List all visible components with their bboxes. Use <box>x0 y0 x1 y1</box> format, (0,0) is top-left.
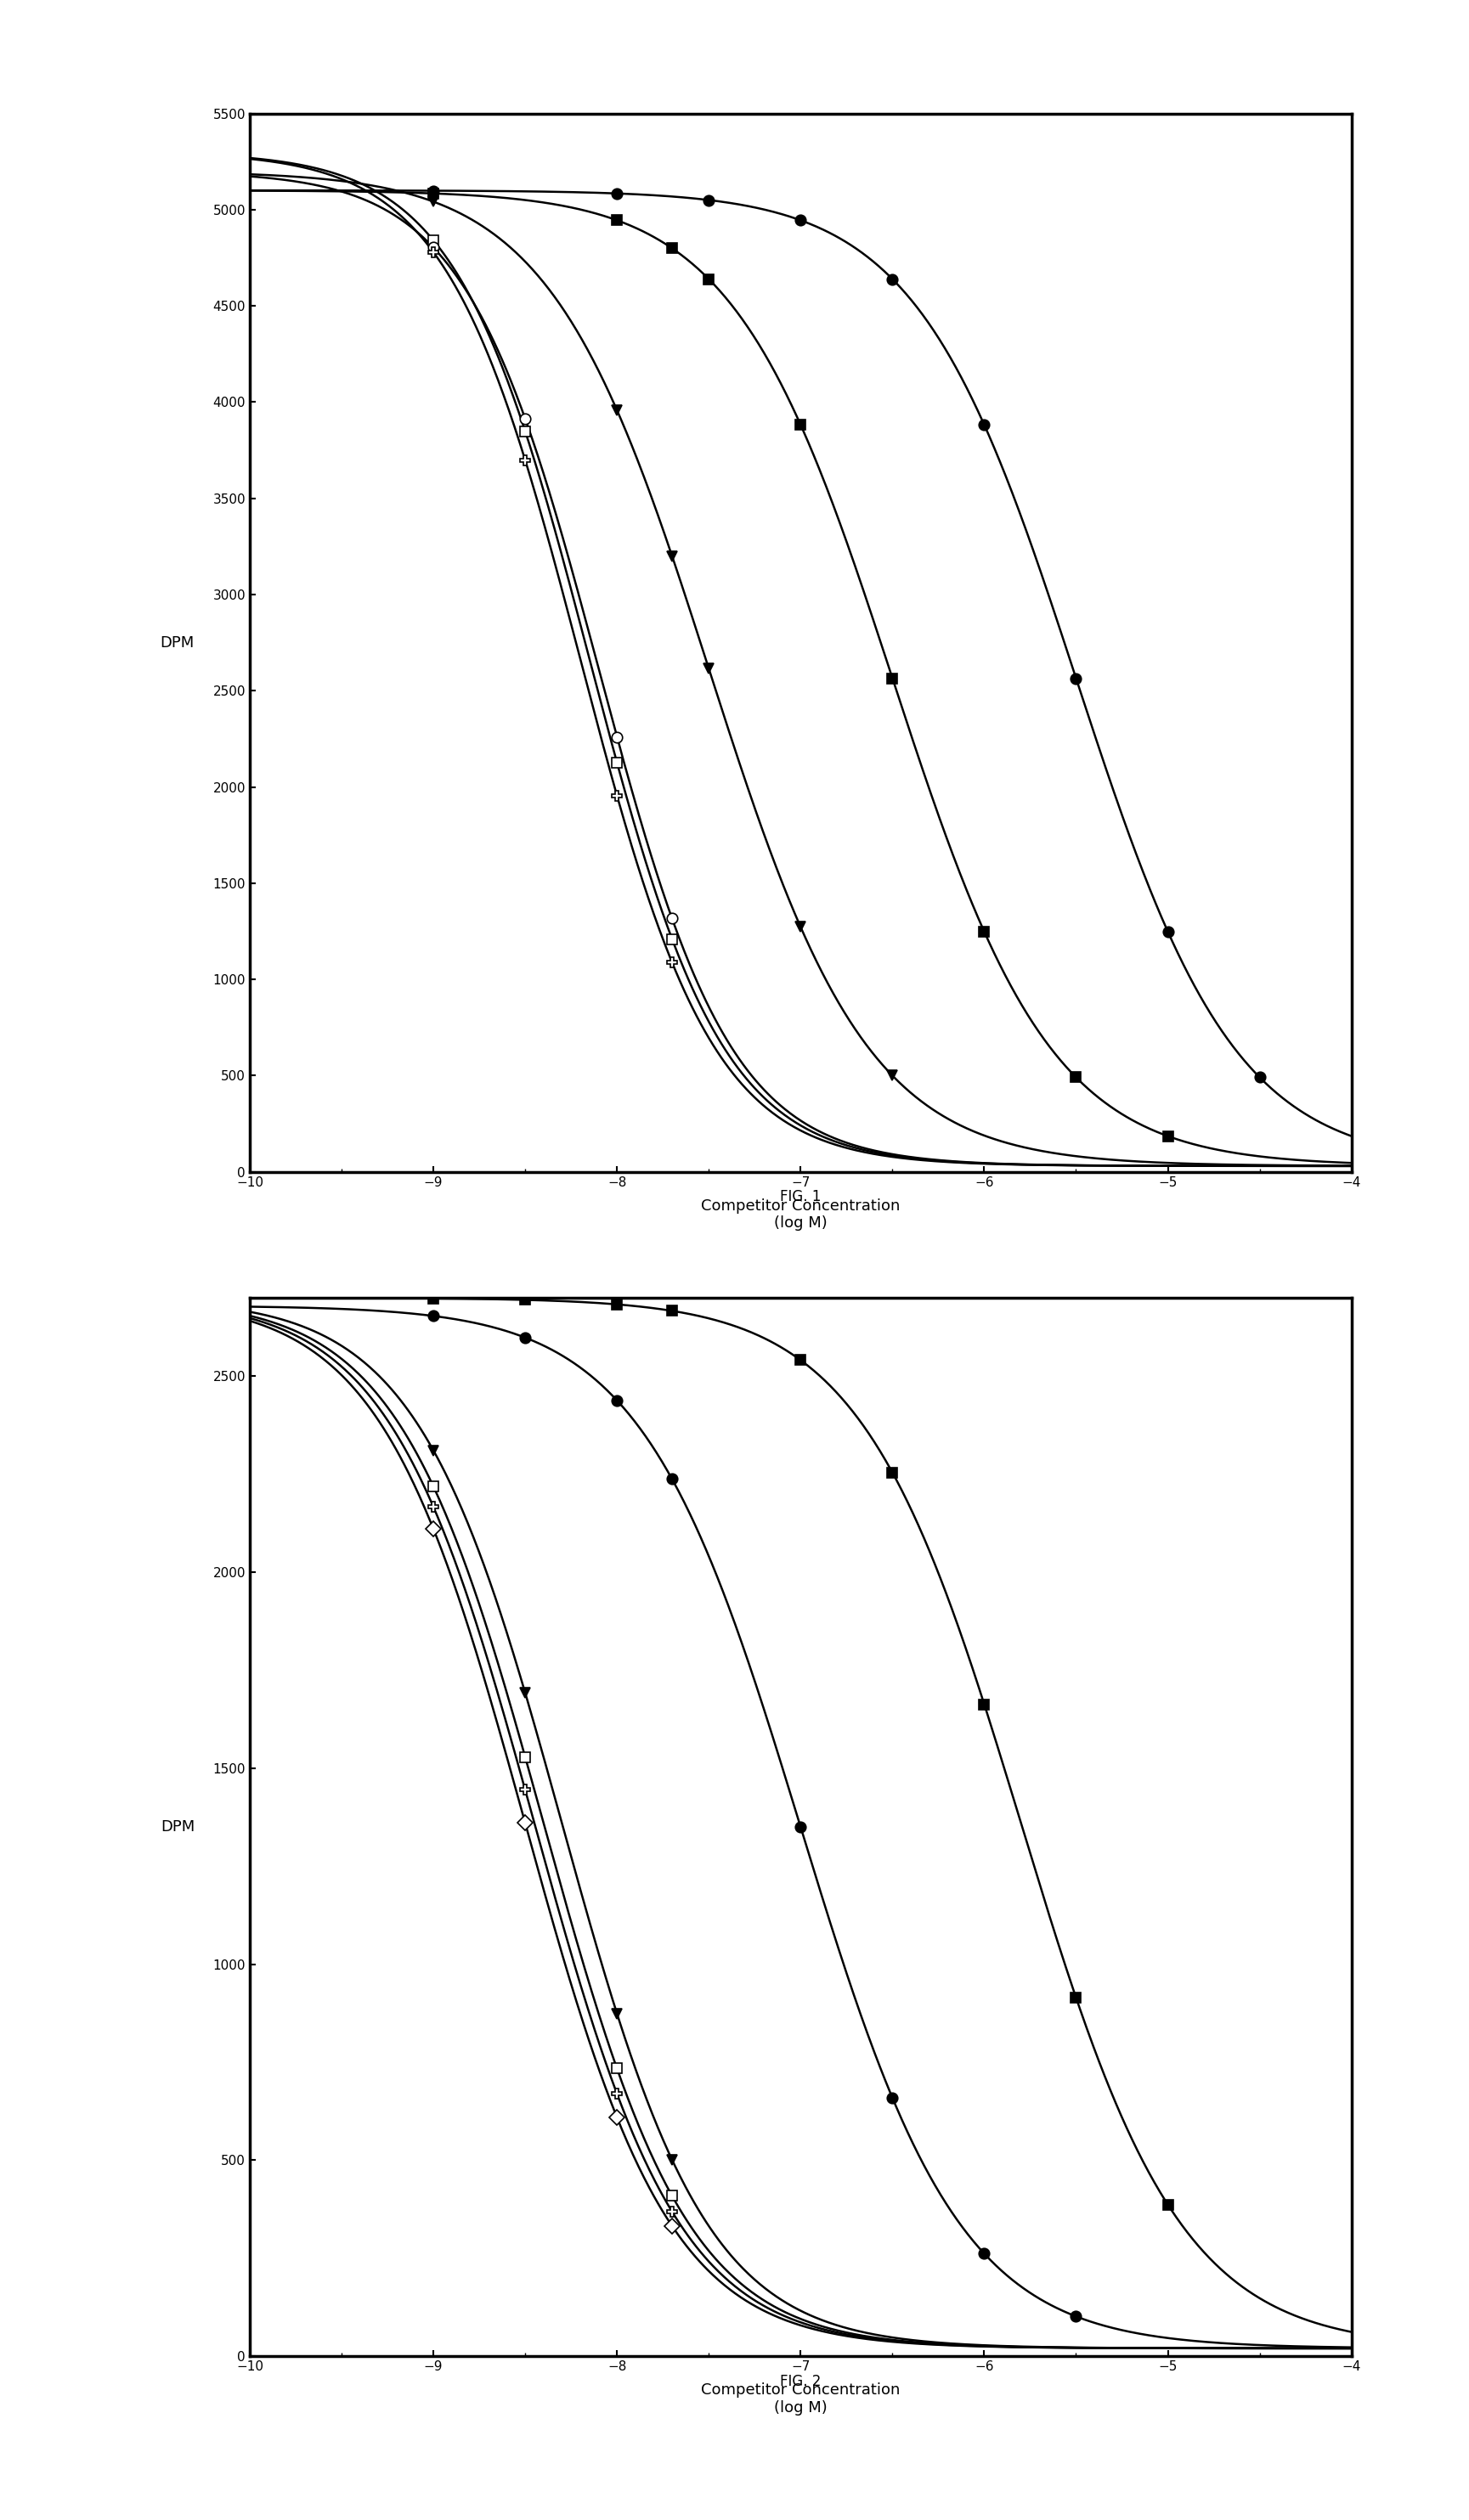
X-axis label: Competitor Concentration
(log M): Competitor Concentration (log M) <box>701 2381 900 2417</box>
Y-axis label: DPM: DPM <box>160 635 194 650</box>
Y-axis label: DPM: DPM <box>160 1819 194 1835</box>
Text: FIG. 1: FIG. 1 <box>780 1189 821 1205</box>
X-axis label: Competitor Concentration
(log M): Competitor Concentration (log M) <box>701 1197 900 1232</box>
Text: FIG. 2: FIG. 2 <box>780 2374 821 2389</box>
